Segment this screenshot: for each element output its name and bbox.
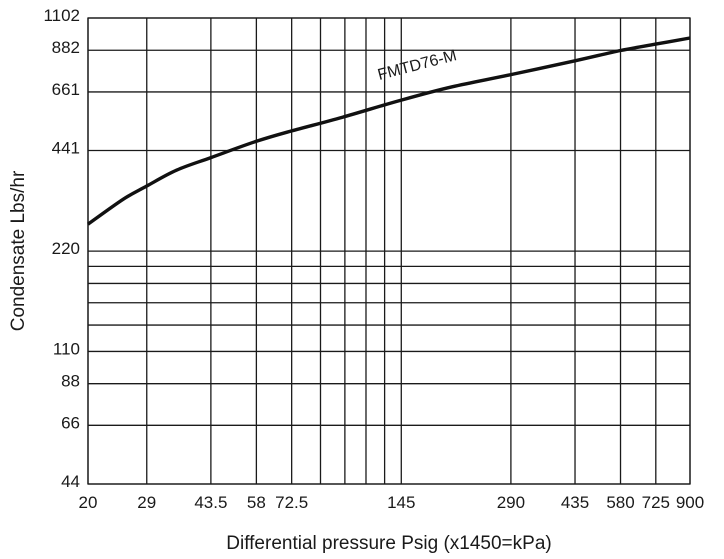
series-layer: FMTD76-M bbox=[87, 36, 691, 226]
y-tick-label: 441 bbox=[52, 139, 80, 158]
y-tick-label: 1102 bbox=[43, 6, 80, 25]
x-tick-label: 43.5 bbox=[194, 493, 227, 512]
y-tick-label: 220 bbox=[52, 239, 80, 258]
grid-lines bbox=[87, 17, 691, 485]
x-axis-label: Differential pressure Psig (x1450=kPa) bbox=[226, 533, 551, 554]
series-label-fmtd76-m: FMTD76-M bbox=[376, 47, 459, 84]
x-tick-label: 145 bbox=[387, 493, 415, 512]
plot-frame bbox=[87, 17, 691, 485]
series-line-fmtd76-m bbox=[87, 36, 691, 226]
x-tick-label: 58 bbox=[247, 493, 266, 512]
x-tick-label: 725 bbox=[642, 493, 670, 512]
x-tick-label: 580 bbox=[606, 493, 634, 512]
y-tick-label: 88 bbox=[61, 372, 80, 391]
x-tick-label: 435 bbox=[561, 493, 589, 512]
y-tick-label: 661 bbox=[52, 80, 80, 99]
y-tick-labels: 44 66 88 110 220 441 661 882 1102 bbox=[43, 6, 80, 491]
x-tick-label: 29 bbox=[137, 493, 156, 512]
y-tick-label: 44 bbox=[61, 472, 80, 491]
y-tick-label: 110 bbox=[53, 339, 80, 358]
y-tick-label: 66 bbox=[61, 413, 80, 432]
y-axis-label: Condensate Lbs/hr bbox=[8, 170, 29, 331]
x-tick-label: 900 bbox=[676, 493, 704, 512]
x-tick-label: 290 bbox=[497, 493, 525, 512]
x-tick-labels: 20 29 43.5 58 72.5 145 290 435 580 725 900 bbox=[79, 493, 705, 512]
y-tick-label: 882 bbox=[52, 38, 80, 57]
x-tick-label: 20 bbox=[79, 493, 98, 512]
x-tick-label: 72.5 bbox=[275, 493, 308, 512]
